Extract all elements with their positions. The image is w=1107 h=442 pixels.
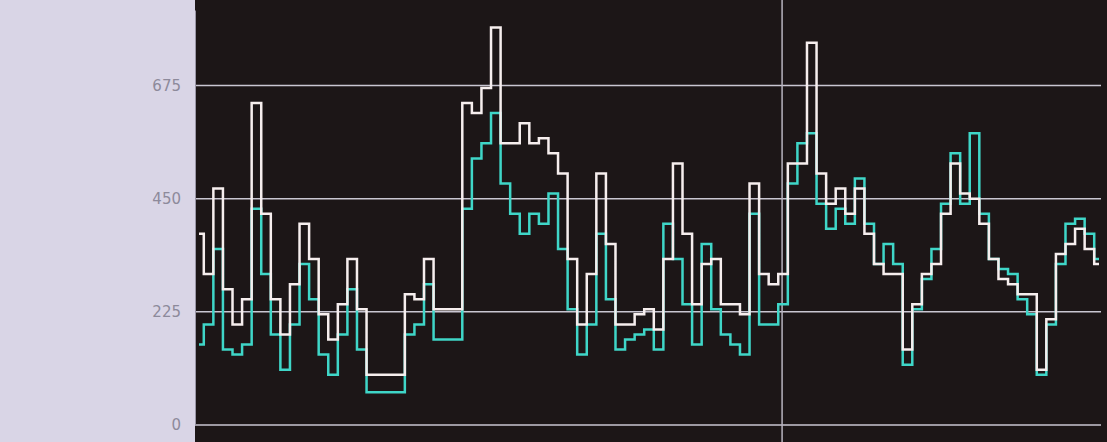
plot-area xyxy=(199,28,1099,393)
y-axis: 0 225 450 675 xyxy=(152,11,195,435)
tick: 450 xyxy=(152,190,195,208)
series-line xyxy=(199,28,1099,375)
label-panel xyxy=(0,0,195,442)
cursor-line xyxy=(781,0,783,442)
tick-label: 0 xyxy=(171,416,181,434)
tick-label: 675 xyxy=(152,77,181,95)
grid xyxy=(195,85,1101,425)
grid-line xyxy=(195,85,1101,87)
grid-line xyxy=(195,424,1101,426)
series-line xyxy=(199,113,1099,392)
grid-line xyxy=(195,311,1101,313)
tick-label: 225 xyxy=(152,303,181,321)
grid-line xyxy=(195,198,1101,200)
tick: 0 xyxy=(171,416,195,434)
tick-label: 450 xyxy=(152,190,181,208)
axis-line xyxy=(195,11,196,426)
plot-background xyxy=(195,0,1107,442)
tick: 225 xyxy=(152,303,195,321)
tick: 675 xyxy=(152,77,195,95)
chart: 0 225 450 675 xyxy=(0,0,1107,442)
